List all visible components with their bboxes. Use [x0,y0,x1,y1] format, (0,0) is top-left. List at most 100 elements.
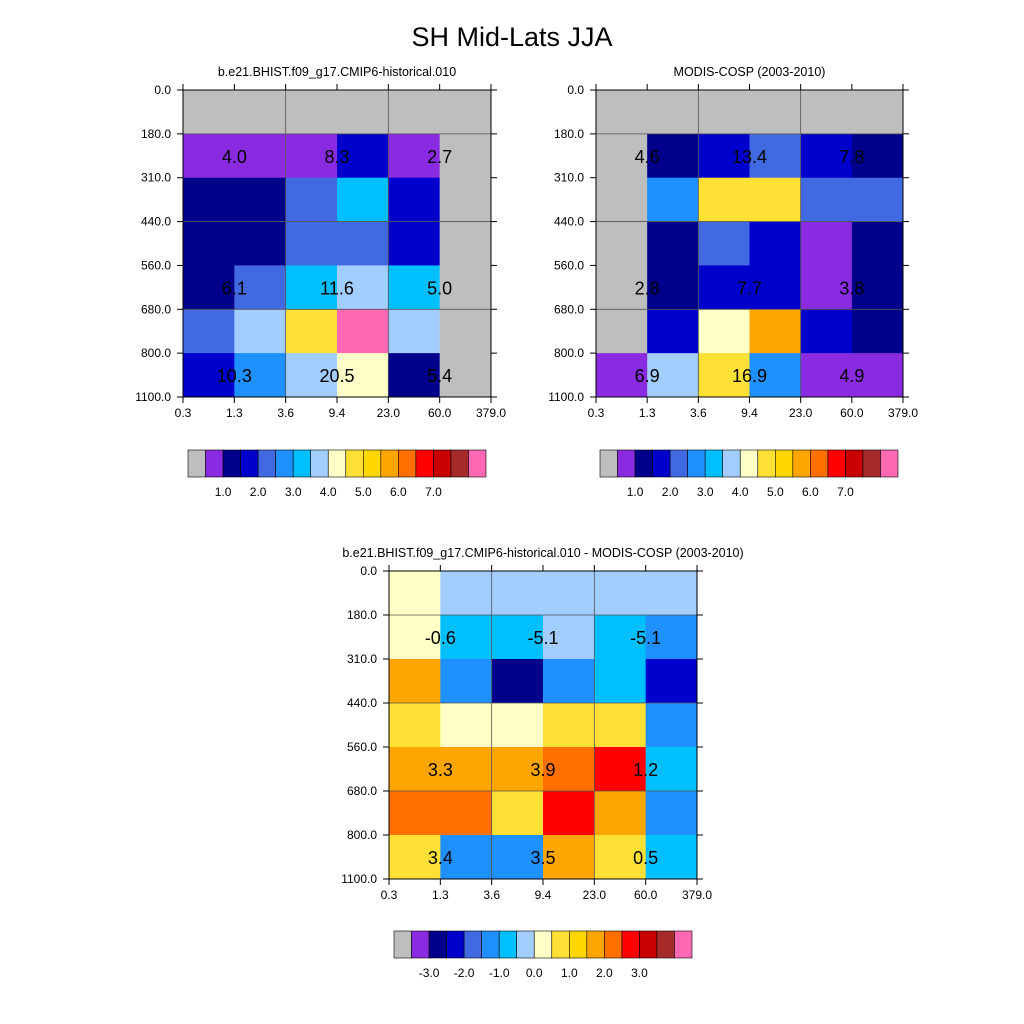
cell-value-label: 0.5 [633,848,658,868]
heatmap-cell [285,90,338,135]
heatmap-cell [647,353,699,398]
x-tick-label: 3.6 [483,888,500,902]
heatmap-cell [337,177,389,223]
y-tick-label: 800.0 [554,346,584,360]
cell-value-label: 20.5 [319,366,354,386]
heatmap-panel-1: b.e21.BHIST.f09_g17.CMIP6-historical.010… [135,65,506,499]
x-tick-label: 0.3 [175,406,192,420]
colorbar-swatch [586,930,605,959]
heatmap-cell [800,177,853,223]
heatmap-cell [388,309,441,354]
colorbar-label: 1.0 [215,485,232,499]
colorbar-swatch [757,449,776,478]
heatmap-cell [337,221,389,266]
colorbar-swatch [345,449,364,478]
colorbar-swatch [468,449,487,478]
heatmap-cell [698,221,750,266]
x-tick-label: 3.6 [277,406,294,420]
colorbar-swatch [450,449,469,478]
heatmap-cell [388,221,441,266]
colorbar-label: 2.0 [250,485,267,499]
heatmap-cell [645,791,698,836]
heatmap-cell [596,353,648,398]
heatmap-cell [851,265,904,310]
heatmap-cell [234,133,287,179]
colorbar-swatch [433,449,452,478]
cell-value-label: 6.9 [635,366,660,386]
heatmap-cell [543,614,595,660]
heatmap-cell [389,658,441,704]
cell-value-label: 16.9 [732,366,767,386]
cell-value-label: 10.3 [217,366,252,386]
panel-title: b.e21.BHIST.f09_g17.CMIP6-historical.010 [218,65,456,79]
y-tick-label: 1100.0 [135,390,171,404]
heatmap-cell [439,265,492,310]
colorbar-swatch [810,449,829,478]
colorbar: 1.0 2.0 3.0 4.0 5.0 6.0 7.0 [599,449,899,499]
heatmap-cell [594,703,647,748]
heatmap-cell [285,353,338,398]
heatmap-cell [285,265,338,310]
heatmap-cell [388,265,441,310]
heatmap-cell [388,177,441,223]
colorbar-label: 2.0 [662,485,679,499]
x-tick-label: 60.0 [634,888,658,902]
heatmap-cell [491,614,544,660]
colorbar-label: 5.0 [355,485,372,499]
heatmap-cell [389,703,441,748]
heatmap-cell [645,614,698,660]
heatmap-cell [594,614,647,660]
heatmap-cell [491,658,544,704]
colorbar-label: 1.0 [561,966,578,980]
colorbar-swatch [604,930,623,959]
colorbar-swatch [481,930,500,959]
heatmap-cell [596,177,648,223]
heatmap-cell [647,177,699,223]
heatmap-cell [491,834,544,880]
heatmap-cell [594,746,647,792]
heatmap-cell [596,265,648,310]
y-tick-label: 180.0 [141,127,171,141]
heatmap-cell [749,309,802,354]
colorbar-swatch [327,449,347,478]
cell-value-label: 11.6 [320,278,354,298]
colorbar-swatch [187,449,206,478]
heatmap-cell [389,746,441,792]
heatmap-cell [234,90,287,135]
colorbar-swatch [792,449,811,478]
heatmap-cell [543,746,595,792]
heatmap-cell [440,791,493,836]
heatmap-cell [183,90,235,135]
heatmap-cell [440,658,493,704]
y-tick-label: 180.0 [554,127,584,141]
heatmap-cell [698,309,750,354]
cell-value-label: -5.1 [630,628,661,648]
colorbar-label: 1.0 [627,485,644,499]
colorbar-swatch [639,930,658,959]
heatmap-cell [749,221,802,266]
colorbar-label: 4.0 [732,485,749,499]
colorbar-swatch [446,930,465,959]
heatmap-cell [234,309,287,354]
heatmap-cell [388,353,441,398]
colorbar-swatch [568,930,588,959]
heatmap-cell [183,177,235,223]
colorbar-swatch [599,449,618,478]
y-tick-label: 680.0 [141,302,171,316]
heatmap-cell [851,309,904,354]
heatmap-cell [645,658,698,704]
heatmap-cell [491,571,544,616]
y-tick-label: 680.0 [554,302,584,316]
colorbar: 1.0 2.0 3.0 4.0 5.0 6.0 7.0 [187,449,487,499]
heatmap-cell [645,834,698,880]
heatmap-cell [234,177,287,223]
heatmap-cell [389,614,441,660]
heatmap-cell [749,353,802,398]
heatmap-cell [440,614,493,660]
colorbar-swatch [880,449,899,478]
y-tick-label: 560.0 [554,258,584,272]
heatmap-cell [337,353,389,398]
heatmap-cell [851,177,904,223]
colorbar-label: -3.0 [419,966,440,980]
x-tick-label: 9.4 [741,406,758,420]
